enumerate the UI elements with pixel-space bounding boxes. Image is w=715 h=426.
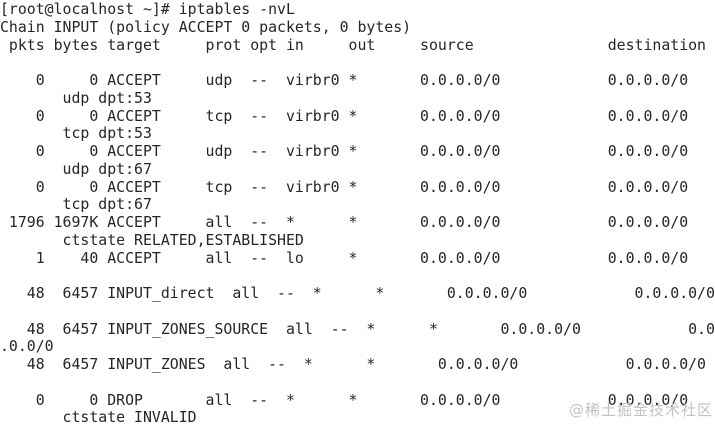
terminal-line: tcp dpt:53 [0,124,152,143]
terminal-line: pkts bytes target prot opt in out source… [0,35,706,54]
terminal-line: 0 0 DROP all -- * * 0.0.0.0/0 0.0.0.0/0 [0,390,689,409]
terminal-line: 48 6457 INPUT_ZONES all -- * * 0.0.0.0/0… [0,355,706,373]
terminal-line: 48 6457 INPUT_ZONES_SOURCE all -- * * 0.… [0,319,715,338]
terminal-line: 48 6457 INPUT_direct all -- * * 0.0.0.0/… [0,284,715,302]
terminal-line: .0.0/0 [0,337,54,356]
terminal-line: udp dpt:53 [0,88,152,107]
terminal-line: 0 0 ACCEPT udp -- virbr0 * 0.0.0.0/0 0.0… [0,71,689,89]
terminal-line [0,54,715,72]
terminal-line: ctstate RELATED,ESTABLISHED [0,230,304,249]
terminal-line: 1 40 ACCEPT all -- lo * 0.0.0.0/0 0.0.0.… [0,248,689,267]
terminal-line [0,303,715,321]
terminal-line: 0 0 ACCEPT udp -- virbr0 * 0.0.0.0/0 0.0… [0,142,689,160]
terminal-line: Chain INPUT (policy ACCEPT 0 packets, 0 … [0,17,412,36]
terminal-line: [root@localhost ~]# iptables -nvL [0,0,295,18]
terminal-line: udp dpt:67 [0,159,152,178]
terminal-line: 0 0 ACCEPT tcp -- virbr0 * 0.0.0.0/0 0.0… [0,177,689,196]
terminal-line [0,267,715,285]
terminal-line [0,374,715,392]
terminal-line: 1796 1697K ACCEPT all -- * * 0.0.0.0/0 0… [0,213,689,231]
terminal-line: ctstate INVALID [0,408,197,426]
terminal-line: tcp dpt:67 [0,195,152,214]
terminal-line: 0 0 ACCEPT tcp -- virbr0 * 0.0.0.0/0 0.0… [0,106,689,125]
